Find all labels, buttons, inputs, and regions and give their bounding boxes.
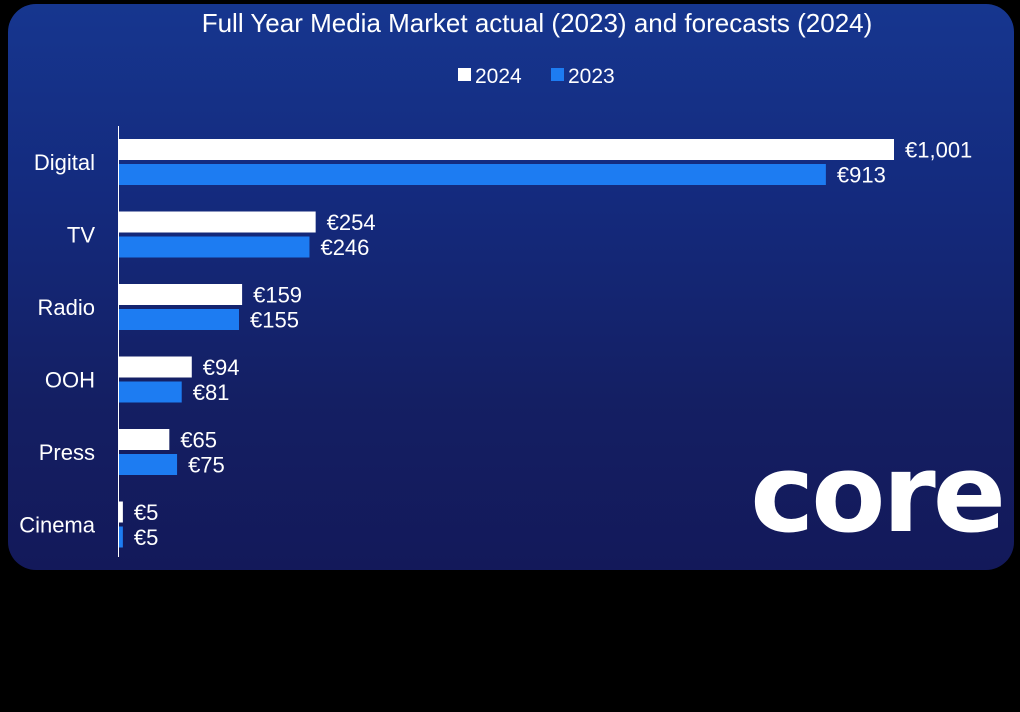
value-label-2023-press: €75	[188, 453, 225, 478]
value-label-2023-tv: €246	[320, 235, 369, 260]
category-label-radio: Radio	[38, 295, 95, 320]
value-label-2024-radio: €159	[253, 283, 302, 308]
value-label-2023-ooh: €81	[193, 380, 230, 405]
bar-2024-digital	[119, 139, 894, 160]
category-label-ooh: OOH	[45, 368, 95, 393]
chart-card: Full Year Media Market actual (2023) and…	[8, 4, 1014, 570]
legend: 2024 2023	[458, 65, 615, 88]
category-label-digital: Digital	[34, 150, 95, 175]
category-label-press: Press	[39, 440, 95, 465]
value-label-2024-press: €65	[180, 428, 217, 453]
core-logo: core	[750, 432, 1003, 557]
reflection: Full Year Media Market actual (2023) and…	[8, 574, 1014, 712]
bar-2023-ooh	[119, 381, 182, 403]
bar-2024-ooh	[119, 356, 192, 378]
reflection-fade	[8, 574, 1014, 712]
category-label-cinema: Cinema	[19, 513, 96, 538]
value-label-2024-cinema: €5	[134, 500, 158, 525]
legend-swatch-2023	[551, 68, 564, 81]
value-label-2024-tv: €254	[327, 210, 376, 235]
bar-2023-press	[119, 454, 178, 475]
bar-2024-radio	[119, 284, 243, 305]
value-label-2023-cinema: €5	[134, 525, 158, 550]
legend-swatch-2024	[458, 68, 471, 81]
bar-2023-cinema	[119, 526, 123, 548]
value-label-2024-ooh: €94	[203, 355, 240, 380]
value-label-2024-digital: €1,001	[905, 138, 972, 163]
legend-label-2024: 2024	[475, 65, 522, 88]
chart-title: Full Year Media Market actual (2023) and…	[202, 8, 873, 38]
bar-2023-digital	[119, 164, 826, 185]
bar-2024-cinema	[119, 501, 123, 523]
value-label-2023-digital: €913	[837, 163, 886, 188]
bar-chart: Full Year Media Market actual (2023) and…	[19, 8, 1006, 557]
bar-2024-tv	[119, 211, 316, 233]
category-label-tv: TV	[67, 223, 95, 248]
bar-2023-radio	[119, 309, 240, 330]
bars-group: Digital €1,001 €913 TV €254€246 Radio €159€155…	[19, 138, 972, 551]
value-label-2023-radio: €155	[250, 308, 299, 333]
bar-2023-tv	[119, 236, 310, 258]
legend-label-2023: 2023	[568, 65, 615, 88]
bar-2024-press	[119, 429, 170, 450]
